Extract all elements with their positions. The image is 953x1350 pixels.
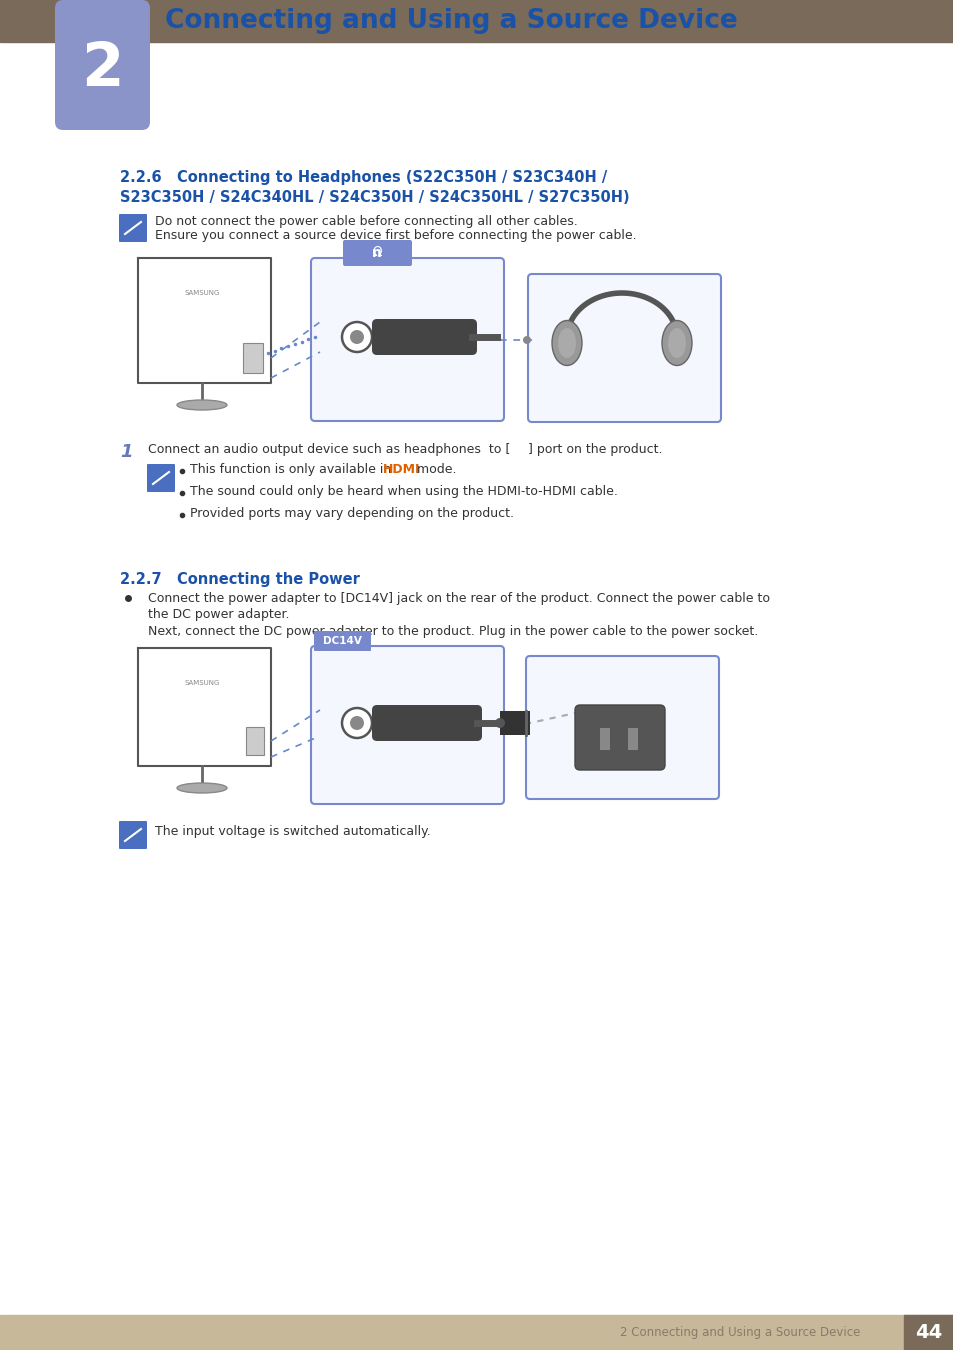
FancyBboxPatch shape xyxy=(525,656,719,799)
Bar xyxy=(499,711,530,734)
Ellipse shape xyxy=(522,336,531,344)
FancyBboxPatch shape xyxy=(147,464,174,491)
Text: Provided ports may vary depending on the product.: Provided ports may vary depending on the… xyxy=(190,508,514,520)
FancyBboxPatch shape xyxy=(119,215,147,242)
Text: n: n xyxy=(372,246,381,261)
Text: 2 Connecting and Using a Source Device: 2 Connecting and Using a Source Device xyxy=(619,1326,859,1339)
Text: Ensure you connect a source device first before connecting the power cable.: Ensure you connect a source device first… xyxy=(154,230,636,243)
Text: HDMI: HDMI xyxy=(382,463,420,477)
Ellipse shape xyxy=(341,707,372,738)
Text: ] port on the product.: ] port on the product. xyxy=(527,443,661,456)
Bar xyxy=(0,0,953,42)
Text: Ω: Ω xyxy=(372,247,381,259)
Ellipse shape xyxy=(661,320,691,366)
FancyBboxPatch shape xyxy=(55,0,150,130)
Text: Do not connect the power cable before connecting all other cables.: Do not connect the power cable before co… xyxy=(154,215,578,228)
FancyBboxPatch shape xyxy=(527,274,720,423)
Text: 2.2.6   Connecting to Headphones (S22C350H / S23C340H /: 2.2.6 Connecting to Headphones (S22C350H… xyxy=(120,170,607,185)
FancyBboxPatch shape xyxy=(372,319,476,355)
Text: 44: 44 xyxy=(915,1323,942,1342)
Bar xyxy=(243,343,263,373)
Ellipse shape xyxy=(667,328,685,358)
Text: S23C350H / S24C340HL / S24C350H / S24C350HL / S27C350H): S23C350H / S24C340HL / S24C350H / S24C35… xyxy=(120,190,629,205)
Text: the DC power adapter.: the DC power adapter. xyxy=(148,608,289,621)
FancyBboxPatch shape xyxy=(119,821,147,849)
Bar xyxy=(0,1315,953,1350)
FancyBboxPatch shape xyxy=(372,705,481,741)
Text: The sound could only be heard when using the HDMI-to-HDMI cable.: The sound could only be heard when using… xyxy=(190,485,618,498)
Ellipse shape xyxy=(341,323,372,352)
Text: Connect the power adapter to [DC14V] jack on the rear of the product. Connect th: Connect the power adapter to [DC14V] jac… xyxy=(148,593,769,605)
Bar xyxy=(246,728,264,755)
Ellipse shape xyxy=(558,328,576,358)
Text: The input voltage is switched automatically.: The input voltage is switched automatica… xyxy=(154,825,431,837)
Text: 2: 2 xyxy=(81,40,124,100)
Ellipse shape xyxy=(350,329,364,344)
Text: SAMSUNG: SAMSUNG xyxy=(184,680,219,686)
Bar xyxy=(599,728,609,751)
FancyBboxPatch shape xyxy=(314,630,371,651)
Text: Connect an audio output device such as headphones  to [: Connect an audio output device such as h… xyxy=(148,443,510,456)
Bar xyxy=(627,728,638,751)
Ellipse shape xyxy=(350,716,364,730)
FancyBboxPatch shape xyxy=(343,240,412,266)
Text: 1: 1 xyxy=(120,443,132,460)
Text: mode.: mode. xyxy=(413,463,456,477)
Text: Connecting and Using a Source Device: Connecting and Using a Source Device xyxy=(165,8,737,34)
Text: This function is only available in: This function is only available in xyxy=(190,463,395,477)
Ellipse shape xyxy=(552,320,581,366)
FancyBboxPatch shape xyxy=(575,705,664,770)
Ellipse shape xyxy=(177,400,227,410)
Ellipse shape xyxy=(495,718,504,728)
Text: Next, connect the DC power adapter to the product. Plug in the power cable to th: Next, connect the DC power adapter to th… xyxy=(148,625,758,639)
Text: DC14V: DC14V xyxy=(322,636,361,647)
FancyBboxPatch shape xyxy=(311,647,503,805)
Text: SAMSUNG: SAMSUNG xyxy=(184,290,219,296)
Bar xyxy=(903,1315,953,1350)
FancyBboxPatch shape xyxy=(311,258,503,421)
Text: 2.2.7   Connecting the Power: 2.2.7 Connecting the Power xyxy=(120,572,359,587)
Ellipse shape xyxy=(177,783,227,792)
